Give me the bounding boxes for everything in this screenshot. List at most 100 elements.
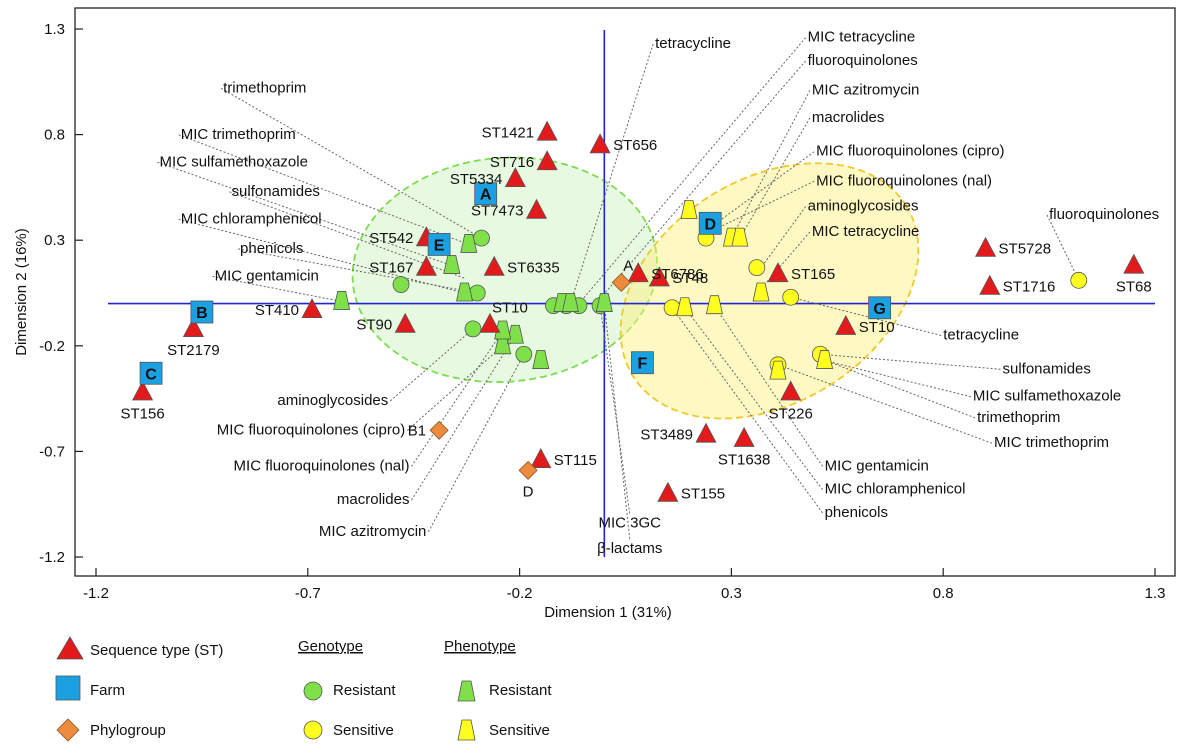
legend-phenotype-resistant-trapezoid bbox=[457, 680, 476, 702]
leader-lines bbox=[157, 37, 1080, 539]
variable-label: MIC fluoroquinolones (nal) bbox=[234, 457, 410, 474]
st-point bbox=[627, 262, 649, 283]
genotype-sensitive-point bbox=[748, 259, 766, 277]
leader-line bbox=[427, 354, 525, 533]
variable-label: MIC sulfamethoxazole bbox=[160, 153, 308, 170]
legend-phenotype-heading: Phenotype bbox=[444, 638, 516, 655]
st-label: ST115 bbox=[554, 452, 597, 469]
st-point bbox=[504, 167, 526, 188]
leader-line bbox=[595, 60, 807, 304]
st-point bbox=[657, 481, 679, 502]
farm-label: A bbox=[480, 187, 492, 204]
st-label: ST226 bbox=[769, 405, 813, 422]
legend-genotype-resistant-circle bbox=[303, 681, 323, 701]
st-label: ST3489 bbox=[640, 427, 693, 444]
farm-label: C bbox=[145, 366, 157, 383]
variable-label: MIC fluoroquinolones (nal) bbox=[816, 172, 992, 189]
leader-line bbox=[824, 360, 971, 398]
leader-line bbox=[1046, 214, 1080, 281]
genotype-resistant-point bbox=[464, 320, 482, 338]
phenotype-sensitive-point bbox=[752, 282, 770, 302]
phenotype-resistant-point bbox=[595, 293, 613, 312]
st-point bbox=[415, 255, 437, 276]
variable-label: macrolides bbox=[337, 491, 410, 508]
leader-line bbox=[569, 43, 654, 304]
legend-phenotype-sensitive-trapezoid bbox=[457, 719, 476, 741]
st-label: ST716 bbox=[490, 154, 534, 171]
data-marks bbox=[132, 120, 1145, 502]
st-point bbox=[780, 380, 802, 401]
y-tick-label: 0.3 bbox=[44, 232, 65, 249]
y-tick-label: 0.8 bbox=[44, 127, 65, 144]
phenotype-sensitive-point bbox=[705, 295, 723, 315]
point-labels: tetracycline MIC tetracycline fluoroquinol… bbox=[120, 29, 1159, 557]
st-label: ST165 bbox=[791, 266, 835, 283]
phylogroup-label: B1 bbox=[408, 422, 426, 439]
st-label: ST1638 bbox=[718, 452, 771, 469]
legend-farm-label: Farm bbox=[90, 682, 125, 699]
st-label: ST10 bbox=[859, 319, 895, 336]
phenotype-resistant-point bbox=[532, 350, 550, 369]
variable-label: macrolides bbox=[812, 109, 885, 126]
leader-line bbox=[406, 345, 503, 431]
phylogroup-point bbox=[429, 420, 449, 440]
variable-label: MIC tetracycline bbox=[808, 29, 916, 46]
phenotype-resistant-point bbox=[443, 255, 461, 274]
variable-label: tetracycline bbox=[943, 326, 1019, 343]
st-point bbox=[182, 317, 204, 338]
farm-point bbox=[139, 361, 163, 385]
x-axis-title: Dimension 1 (31%) bbox=[544, 604, 672, 621]
st-label: ST7473 bbox=[471, 203, 524, 220]
variable-label: MIC sulfamethoxazole bbox=[973, 388, 1121, 405]
ellipse-sensitive bbox=[619, 162, 920, 420]
leader-line bbox=[714, 305, 824, 467]
variable-label: trimethoprim bbox=[977, 409, 1060, 426]
leader-line bbox=[212, 275, 342, 302]
variable-label: MIC azitromycin bbox=[319, 523, 427, 540]
st-point bbox=[483, 255, 505, 276]
plot-frame bbox=[74, 7, 1176, 577]
x-tick-label: 1.3 bbox=[1145, 585, 1166, 602]
x-tick-label: -0.7 bbox=[295, 585, 321, 602]
variable-label: trimethoprim bbox=[223, 79, 306, 96]
legend-farm-square bbox=[55, 675, 81, 701]
st-point bbox=[733, 426, 755, 447]
farm-point bbox=[427, 233, 451, 256]
legend-genotype-heading: Genotype bbox=[298, 638, 363, 655]
st-point bbox=[394, 312, 416, 333]
phenotype-resistant-point bbox=[494, 320, 512, 340]
leader-line bbox=[178, 218, 465, 294]
y-tick-label: -1.2 bbox=[39, 549, 65, 566]
phenotype-resistant-point bbox=[561, 293, 579, 312]
variable-label: sulfonamides bbox=[232, 183, 320, 200]
variable-label: MIC fluoroquinolones (cipro) bbox=[816, 143, 1004, 160]
x-tick-label: -1.2 bbox=[83, 585, 109, 602]
variable-label: MIC tetracycline bbox=[812, 223, 920, 240]
legend-phenotype-sensitive-label: Sensitive bbox=[489, 722, 550, 739]
phylogroup-label: A bbox=[623, 257, 633, 274]
st-point bbox=[525, 198, 548, 219]
legend-genotype-sensitive-label: Sensitive bbox=[333, 722, 394, 739]
phenotype-sensitive-point bbox=[731, 227, 749, 247]
farm-point bbox=[474, 182, 498, 206]
variable-label: MIC chloramphenicol bbox=[825, 481, 966, 498]
st-label: ST48 bbox=[672, 270, 708, 287]
legend: Sequence type (ST) Farm Phylogroup Genot… bbox=[55, 636, 552, 742]
farm-label: G bbox=[873, 301, 885, 318]
phylogroup-point bbox=[611, 272, 631, 293]
variable-label: aminoglycosides bbox=[277, 392, 388, 409]
variable-label: aminoglycosides bbox=[808, 198, 919, 215]
x-tick-label: 0.8 bbox=[933, 585, 954, 602]
variable-label: MIC trimethoprim bbox=[994, 434, 1109, 451]
variable-label: β-lactams bbox=[597, 540, 662, 557]
genotype-resistant-point bbox=[515, 345, 533, 363]
farm-label: F bbox=[638, 356, 648, 373]
st-point bbox=[132, 380, 154, 401]
leader-line bbox=[709, 151, 815, 228]
st-point bbox=[536, 120, 558, 141]
variable-label: MIC 3GC bbox=[598, 514, 661, 531]
y-tick-label: -0.7 bbox=[39, 443, 65, 460]
leader-line bbox=[411, 330, 504, 467]
variable-label: MIC gentamicin bbox=[825, 457, 929, 474]
x-tick-label: 0.3 bbox=[721, 585, 742, 602]
